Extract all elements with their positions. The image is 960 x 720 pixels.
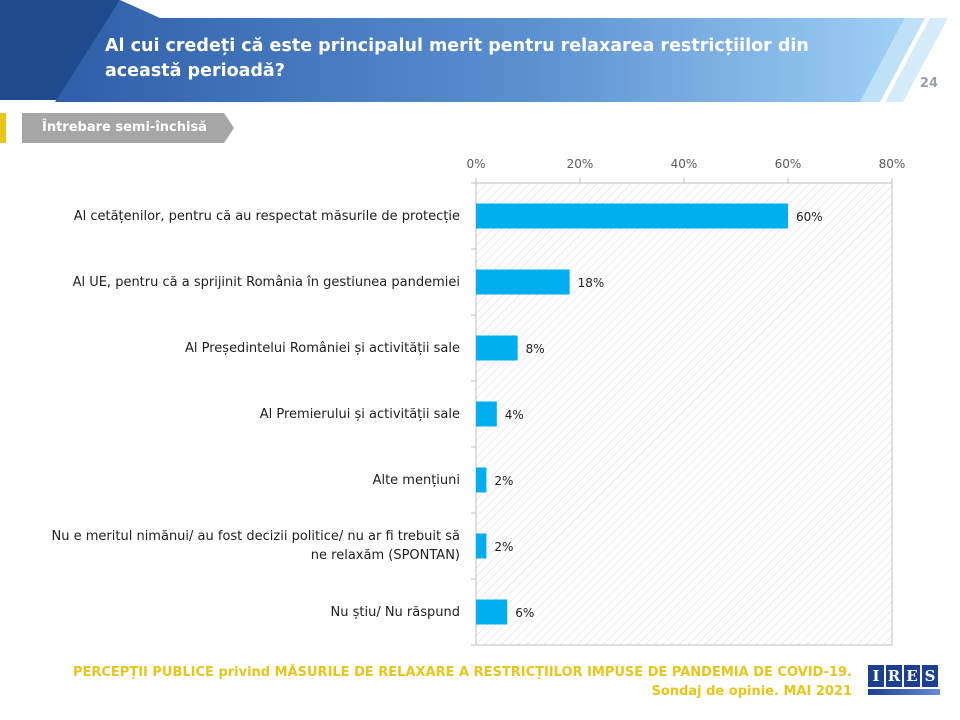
bar-value-label: 18% bbox=[578, 276, 605, 290]
x-tick-label: 20% bbox=[567, 157, 594, 171]
bar bbox=[476, 335, 518, 361]
bar bbox=[476, 203, 788, 229]
category-label: Nu e meritul nimănui/ au fost decizii po… bbox=[51, 529, 460, 563]
x-tick-label: 0% bbox=[466, 157, 485, 171]
bar-value-label: 2% bbox=[494, 474, 513, 488]
bar-value-label: 6% bbox=[515, 606, 534, 620]
footer-survey-date: Sondaj de opinie. MAI 2021 bbox=[651, 684, 852, 699]
bar-value-label: 60% bbox=[796, 210, 823, 224]
bar bbox=[476, 599, 508, 625]
page-title: Al cui credeți că este principalul merit… bbox=[105, 36, 809, 81]
category-label: Nu știu/ Nu răspund bbox=[330, 604, 461, 620]
category-label: Al cetățenilor, pentru că au respectat m… bbox=[73, 208, 460, 224]
question-type-accent bbox=[0, 113, 6, 143]
x-tick-label: 80% bbox=[879, 157, 906, 171]
x-tick-label: 40% bbox=[671, 157, 698, 171]
logo-letter: E bbox=[904, 665, 920, 687]
page-number: 24 bbox=[919, 76, 938, 91]
header-stripe-1 bbox=[860, 18, 925, 102]
category-label: Alte mențiuni bbox=[372, 472, 460, 488]
category-label: Al Premierului și activității sale bbox=[259, 406, 460, 422]
question-type-shape bbox=[22, 113, 234, 143]
footer-study-title: PERCEPȚII PUBLICE privind MĂSURILE DE RE… bbox=[72, 665, 852, 680]
header-title-bar bbox=[55, 0, 905, 102]
x-tick-label: 60% bbox=[775, 157, 802, 171]
category-label: Al Președintelui României și activității… bbox=[184, 340, 460, 356]
header-stripe-2 bbox=[885, 18, 948, 102]
bar-value-label: 4% bbox=[505, 408, 524, 422]
logo-letter: S bbox=[922, 665, 938, 687]
question-type-label: Întrebare semi-închisă bbox=[42, 120, 207, 135]
bar bbox=[476, 533, 487, 559]
bar bbox=[476, 401, 497, 427]
header-banner bbox=[0, 0, 948, 102]
logo-subtitle-bar bbox=[868, 689, 940, 695]
bar-value-label: 2% bbox=[494, 540, 513, 554]
plot-area bbox=[476, 183, 892, 645]
logo-letter: R bbox=[886, 665, 902, 687]
category-label: Al UE, pentru că a sprijinit România în … bbox=[72, 274, 460, 290]
logo-letter: I bbox=[868, 665, 884, 687]
bar bbox=[476, 467, 487, 493]
bar-value-label: 8% bbox=[526, 342, 545, 356]
bar bbox=[476, 269, 570, 295]
header-left-shape bbox=[0, 0, 120, 100]
bar-chart: 0% 20% 40% 60% 80% 60% 18% 8% 4% 2% 2% 6% bbox=[466, 157, 906, 646]
